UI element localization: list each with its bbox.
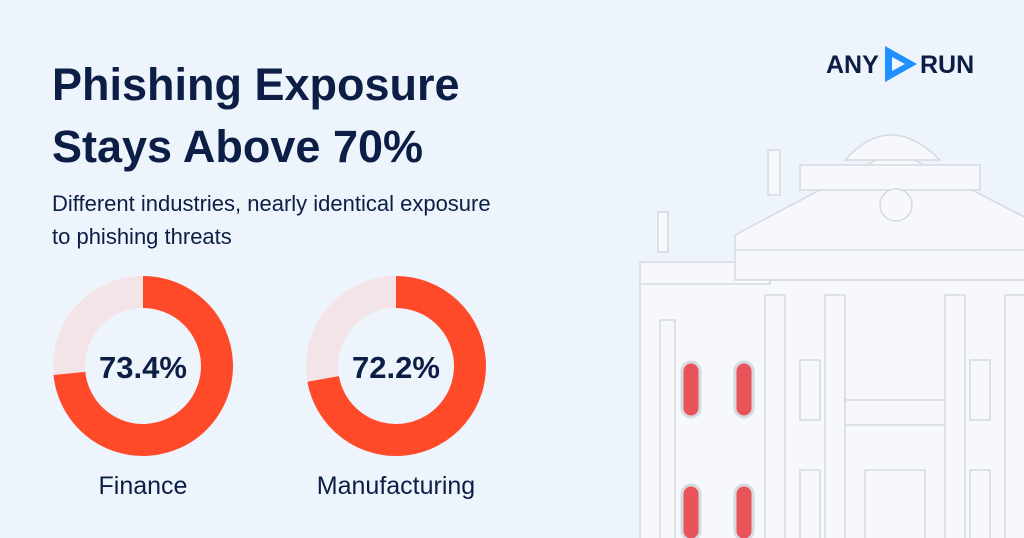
title-line: Stays Above 70% (52, 121, 423, 172)
subtitle-line: Different industries, nearly identical e… (52, 191, 491, 216)
donut-arc (307, 276, 486, 456)
subtitle-line: to phishing threats (52, 224, 232, 249)
logo-text: ANY (826, 51, 879, 79)
building-illustration (639, 134, 1024, 538)
title-line: Phishing Exposure (52, 59, 460, 110)
logo: ANY RUN (826, 46, 974, 82)
value-label: 72.2% (352, 350, 440, 385)
category-label: Finance (99, 472, 188, 500)
category-label: Manufacturing (317, 472, 475, 500)
red-windows (680, 360, 755, 538)
logo-icon (885, 46, 917, 82)
logo-text: RUN (920, 51, 974, 79)
value-label: 73.4% (99, 350, 187, 385)
donut-arc (53, 276, 233, 456)
